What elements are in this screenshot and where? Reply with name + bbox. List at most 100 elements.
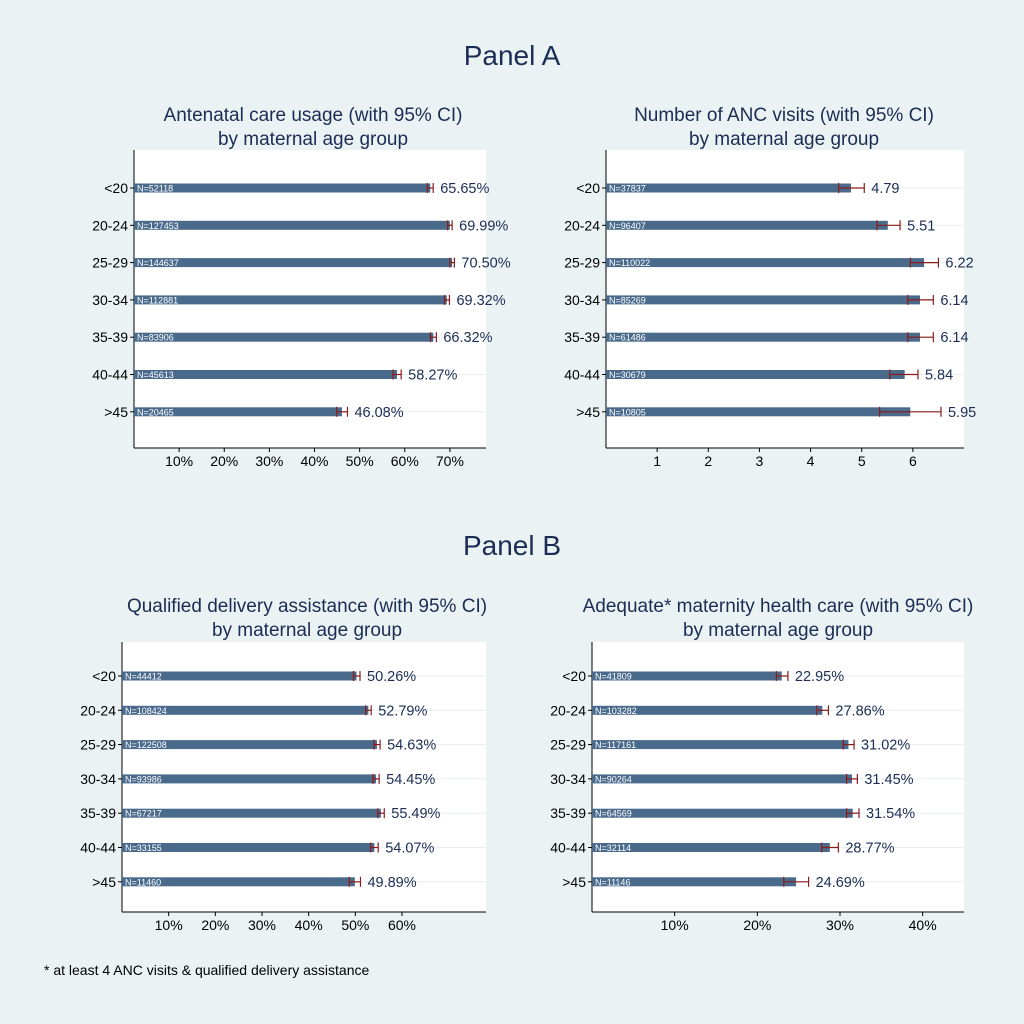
x-tick-label: 10% — [661, 917, 689, 933]
category-label: 20-24 — [564, 217, 600, 233]
bar — [606, 295, 921, 305]
value-label: 50.26% — [367, 669, 416, 685]
chart-title: Qualified delivery assistance (with 95% … — [127, 596, 487, 617]
category-label: <20 — [92, 668, 116, 684]
x-tick-label: 4 — [807, 453, 815, 469]
value-label: 70.50% — [461, 256, 510, 272]
bar — [134, 183, 431, 193]
category-label: 40-44 — [550, 840, 586, 856]
panel-a-title: Panel A — [463, 40, 561, 71]
category-label: >45 — [104, 404, 128, 420]
bar-n-label: N=144637 — [137, 258, 179, 268]
bar — [122, 705, 369, 715]
category-label: 30-34 — [92, 292, 128, 308]
value-label: 69.32% — [456, 293, 505, 309]
bar — [122, 877, 355, 887]
bar-n-label: N=93986 — [125, 774, 162, 784]
category-label: 20-24 — [550, 702, 586, 718]
x-tick-label: 6 — [909, 453, 917, 469]
bar-n-label: N=44412 — [125, 672, 162, 682]
bar — [606, 220, 888, 230]
bar-n-label: N=103282 — [595, 706, 637, 716]
chart-subtitle: by maternal age group — [689, 129, 879, 150]
chart-4: Adequate* maternity health care (with 95… — [550, 596, 973, 933]
bar-n-label: N=117161 — [595, 740, 636, 750]
chart-title: Number of ANC visits (with 95% CI) — [634, 105, 934, 126]
chart-subtitle: by maternal age group — [212, 620, 402, 641]
bar-n-label: N=85269 — [609, 295, 646, 305]
bar-n-label: N=110022 — [609, 258, 650, 268]
bar — [606, 407, 911, 417]
x-tick-label: 60% — [388, 917, 416, 933]
value-label: 49.89% — [367, 875, 416, 891]
x-tick-label: 50% — [341, 917, 369, 933]
value-label: 69.99% — [459, 218, 508, 234]
panel-b-title: Panel B — [462, 530, 562, 561]
x-tick-label: 30% — [826, 917, 854, 933]
x-tick-label: 40% — [909, 917, 937, 933]
bar — [134, 220, 450, 230]
value-label: 55.49% — [391, 806, 440, 822]
category-label: 30-34 — [550, 771, 586, 787]
bar — [592, 740, 849, 750]
bar-n-label: N=45613 — [137, 370, 174, 380]
x-tick-label: 5 — [858, 453, 866, 469]
category-label: 40-44 — [564, 367, 600, 383]
value-label: 4.79 — [871, 181, 899, 197]
value-label: 6.14 — [940, 330, 968, 346]
x-tick-label: 50% — [346, 453, 374, 469]
category-label: 30-34 — [80, 771, 116, 787]
value-label: 65.65% — [440, 181, 489, 197]
value-label: 5.51 — [907, 218, 935, 234]
bar-n-label: N=30679 — [609, 370, 646, 380]
bar-n-label: N=32114 — [595, 843, 631, 853]
value-label: 27.86% — [835, 703, 884, 719]
category-label: 35-39 — [80, 805, 116, 821]
value-label: 31.45% — [864, 772, 913, 788]
bar-n-label: N=67217 — [125, 809, 162, 819]
value-label: 54.63% — [387, 738, 436, 754]
x-tick-label: 30% — [255, 453, 283, 469]
bar-n-label: N=83906 — [137, 333, 174, 343]
bar-n-label: N=41809 — [595, 672, 632, 682]
category-label: >45 — [562, 874, 586, 890]
bar — [122, 671, 357, 681]
value-label: 5.84 — [925, 368, 953, 384]
category-label: 25-29 — [550, 737, 586, 753]
value-label: 58.27% — [408, 368, 457, 384]
bar-n-label: N=96407 — [609, 221, 646, 231]
bar-n-label: N=11460 — [125, 877, 161, 887]
category-label: <20 — [104, 180, 128, 196]
chart-2: Number of ANC visits (with 95% CI) by mat… — [564, 105, 976, 469]
bar-n-label: N=37837 — [609, 184, 646, 194]
category-label: 35-39 — [92, 329, 128, 345]
bar-n-label: N=20465 — [137, 407, 174, 417]
value-label: 5.95 — [948, 405, 976, 421]
value-label: 24.69% — [816, 875, 865, 891]
bar-n-label: N=64569 — [595, 809, 632, 819]
x-tick-label: 10% — [155, 917, 183, 933]
value-label: 6.14 — [940, 293, 968, 309]
x-tick-label: 20% — [743, 917, 771, 933]
x-tick-label: 30% — [248, 917, 276, 933]
bar — [134, 332, 434, 342]
value-label: 22.95% — [795, 669, 844, 685]
x-tick-label: 10% — [165, 453, 193, 469]
x-tick-label: 20% — [201, 917, 229, 933]
bar — [592, 843, 830, 852]
bar — [134, 258, 453, 268]
category-label: 30-34 — [564, 292, 600, 308]
chart-title: Antenatal care usage (with 95% CI) — [164, 105, 463, 126]
x-tick-label: 60% — [391, 453, 419, 469]
value-label: 66.32% — [443, 330, 492, 346]
bar-n-label: N=11146 — [595, 877, 630, 887]
category-label: 20-24 — [80, 702, 116, 718]
x-tick-label: 2 — [704, 453, 712, 469]
bar — [606, 183, 851, 193]
bar-n-label: N=122508 — [125, 740, 167, 750]
x-tick-label: 40% — [295, 917, 323, 933]
bar — [592, 774, 852, 784]
bar — [122, 843, 375, 852]
bar-n-label: N=61486 — [609, 333, 646, 343]
